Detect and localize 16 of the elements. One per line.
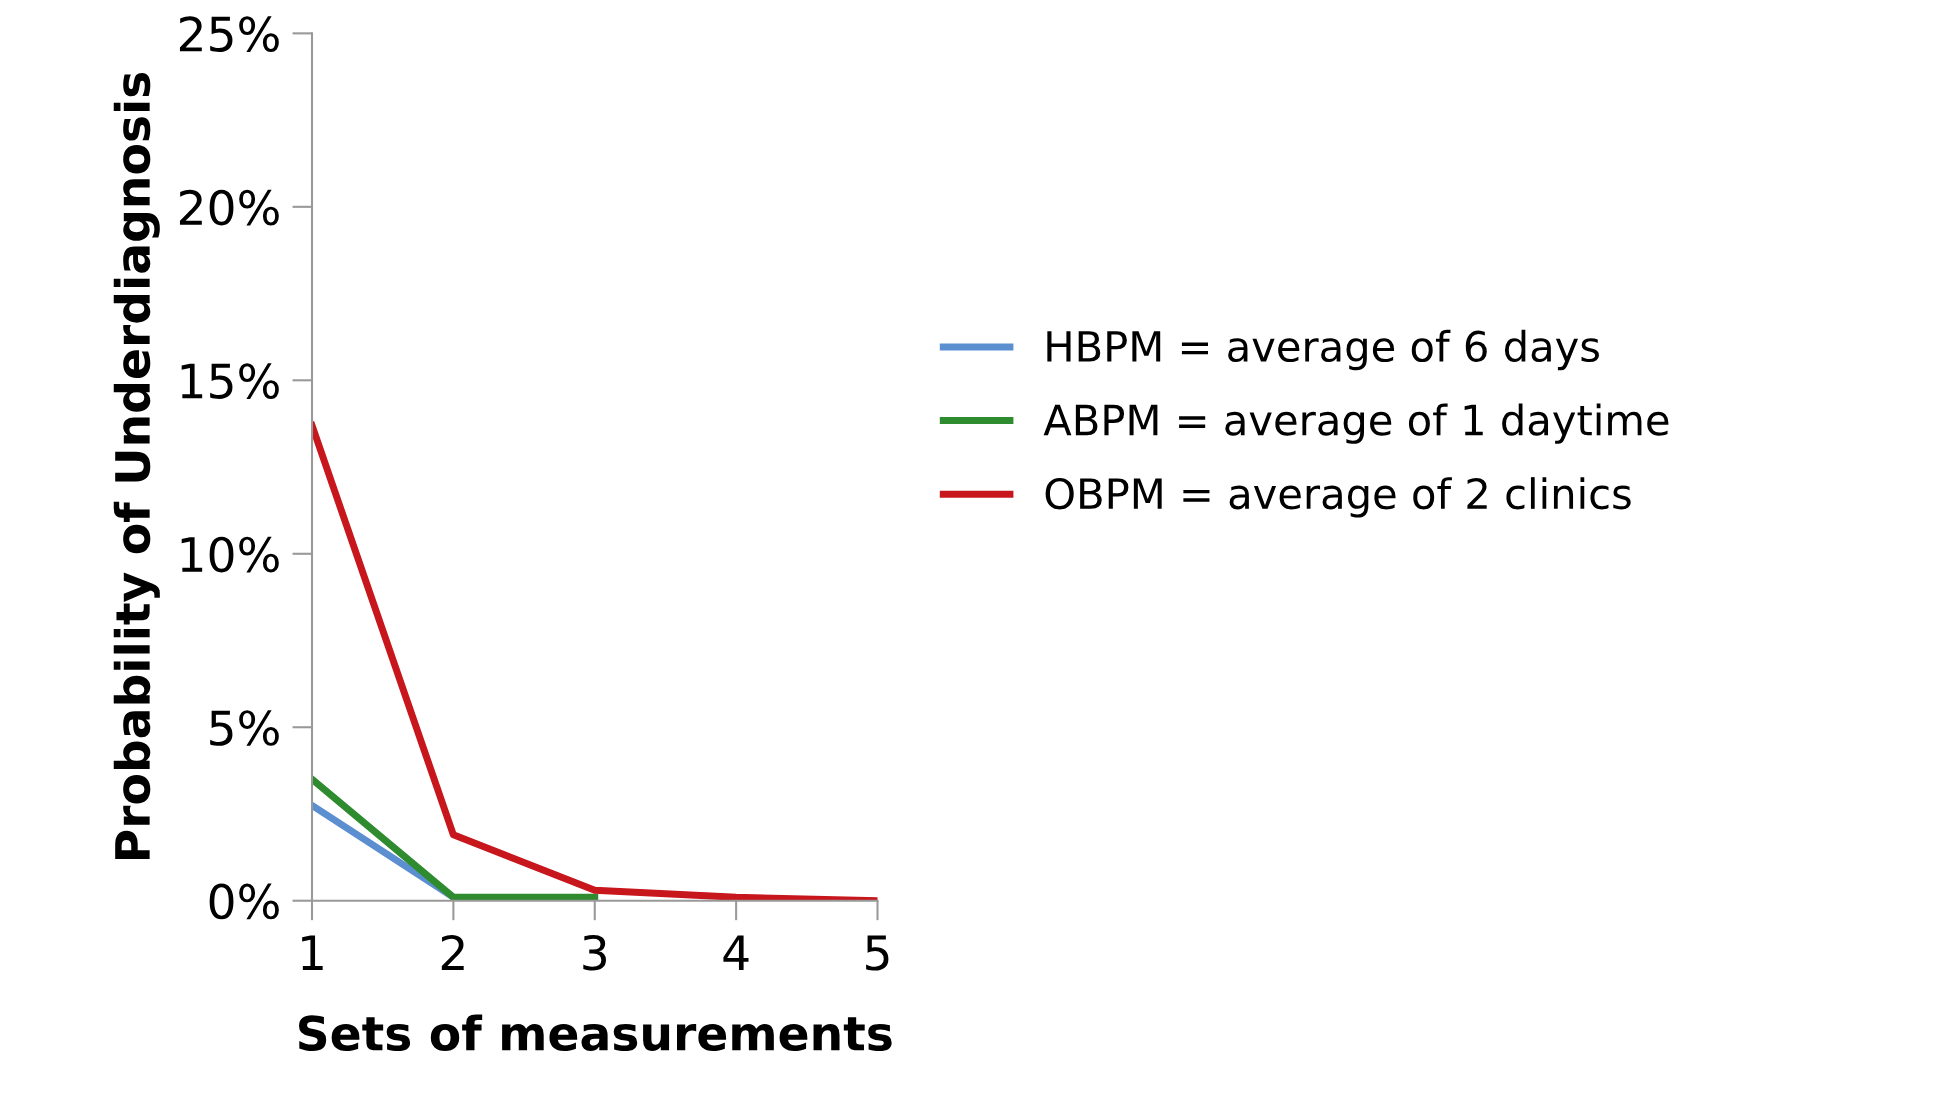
x-axis-title: Sets of measurements <box>299 1014 892 1052</box>
y-tick-label: 20% <box>179 189 279 226</box>
x-tick-label: 3 <box>583 934 606 971</box>
legend-label: HBPM = average of 6 days <box>1047 329 1599 371</box>
x-tick-label: 1 <box>302 935 323 970</box>
y-axis-title: Probability of Underdiagnosis <box>113 72 160 860</box>
legend-label: ABPM = average of 1 daytime <box>1043 403 1669 444</box>
legend-label: OBPM = average of 2 clinics <box>1045 477 1631 518</box>
y-tick-label: 15% <box>181 363 279 399</box>
x-tick-label: 5 <box>866 935 889 971</box>
y-tick-label: 10% <box>181 536 279 573</box>
y-tick-label: 25% <box>179 16 279 52</box>
y-tick-label: 5% <box>210 710 279 746</box>
x-tick-label: 2 <box>441 934 464 970</box>
x-tick-label: 4 <box>723 935 749 970</box>
y-tick-label: 0% <box>209 883 279 920</box>
